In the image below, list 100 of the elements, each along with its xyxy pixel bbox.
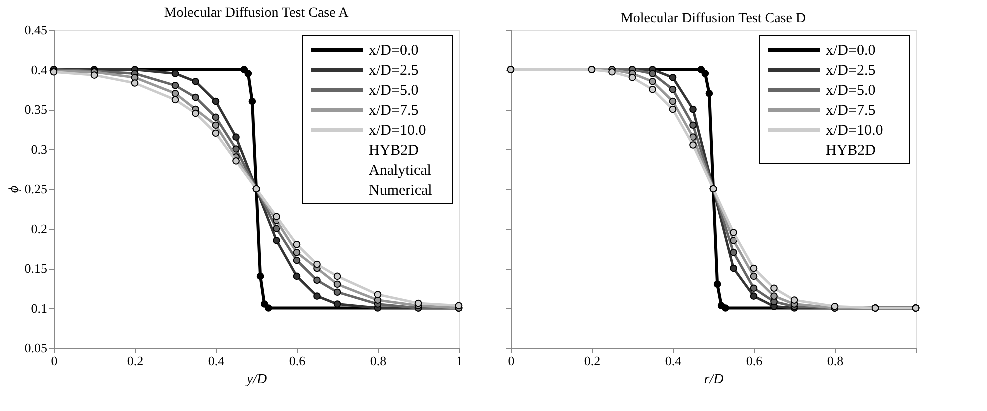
point (273, 237, 280, 244)
y-tick-label: 0.2 (31, 221, 48, 236)
point (192, 78, 200, 86)
point (455, 302, 463, 310)
point (669, 98, 677, 106)
point (232, 158, 240, 165)
point (730, 237, 738, 244)
legend-label: x/D=2.5 (369, 63, 419, 79)
point (722, 304, 730, 312)
point (790, 296, 798, 304)
point (172, 82, 180, 90)
point (314, 276, 321, 284)
y-tick-label: 0.25 (24, 182, 48, 196)
x-tick-label: 0.6 (289, 354, 306, 368)
point (293, 240, 301, 248)
point (293, 248, 301, 256)
legend-label: x/D=5.0 (826, 83, 876, 99)
y-tick-label: 0.45 (24, 22, 48, 38)
point (714, 280, 722, 288)
point (232, 134, 240, 141)
point (690, 134, 697, 141)
y-axis-title: ϕ (6, 186, 22, 194)
point (770, 292, 778, 300)
point (192, 110, 200, 118)
legend-label: x/D=10.0 (826, 123, 884, 139)
point (334, 288, 342, 296)
x-tick-label: 0.8 (827, 354, 844, 368)
point (690, 142, 697, 149)
point (256, 272, 264, 280)
legend-label: x/D=0.0 (369, 43, 419, 59)
x-tick-label: 0.8 (370, 354, 387, 368)
point (702, 70, 710, 78)
y-tick-label: 0.3 (31, 142, 48, 157)
annotation: HYB2D (369, 143, 420, 159)
point (212, 122, 220, 130)
legend-label: x/D=0.0 (826, 43, 876, 59)
point (172, 96, 180, 104)
point (244, 70, 252, 78)
point (172, 70, 180, 78)
point (750, 264, 758, 272)
legend-label: x/D=7.5 (826, 103, 876, 119)
x-tick-label: 0.4 (208, 354, 226, 368)
chart-title: Molecular Diffusion Test Case D (620, 12, 806, 26)
point (334, 300, 342, 308)
point (669, 86, 677, 94)
point (750, 292, 758, 300)
y-tick-label: 0.15 (24, 261, 48, 276)
legend-label: x/D=10.0 (369, 123, 426, 139)
point (273, 225, 280, 232)
point (750, 272, 758, 280)
x-tick-label: 0 (51, 354, 58, 368)
point (232, 146, 240, 153)
point (669, 74, 677, 82)
point (730, 264, 738, 272)
x-tick-label: 1 (456, 354, 463, 368)
x-tick-label: 0.4 (665, 354, 682, 368)
point (334, 280, 342, 288)
point (706, 90, 714, 98)
point (628, 74, 636, 82)
point (690, 106, 697, 114)
annotation: HYB2D (826, 143, 876, 159)
point (273, 213, 280, 220)
point (334, 272, 342, 280)
point (192, 94, 200, 102)
point (649, 78, 656, 86)
annotation: Analytical (369, 163, 432, 179)
point (690, 122, 697, 130)
point (314, 260, 321, 268)
point (649, 86, 656, 94)
point (212, 98, 220, 106)
legend-label: x/D=7.5 (369, 103, 419, 119)
point (649, 70, 656, 78)
point (770, 284, 778, 292)
point (669, 106, 677, 114)
x-tick-label: 0.2 (584, 354, 601, 368)
point (750, 284, 758, 292)
x-tick-label: 0.2 (127, 354, 144, 368)
point (293, 272, 301, 280)
legend-label: x/D=2.5 (826, 63, 876, 79)
point (172, 90, 180, 98)
point (608, 68, 616, 76)
chart-title: Molecular Diffusion Test Case A (164, 6, 350, 21)
x-axis-title: r/D (704, 372, 724, 388)
point (730, 229, 738, 236)
point (414, 300, 422, 308)
point (248, 98, 256, 106)
point (293, 256, 301, 264)
legend-label: x/D=5.0 (369, 83, 419, 99)
point (264, 304, 272, 312)
annotation: Numerical (369, 183, 432, 199)
point (730, 248, 738, 256)
x-tick-label: 0.6 (746, 354, 764, 368)
point (374, 291, 382, 298)
y-tick-label: 0.05 (24, 340, 48, 356)
y-tick-label: 0.35 (24, 102, 48, 117)
x-axis-title: y/D (244, 372, 268, 388)
point (131, 80, 139, 87)
y-tick-label: 0.4 (31, 62, 48, 78)
point (212, 130, 220, 138)
point (212, 114, 220, 122)
